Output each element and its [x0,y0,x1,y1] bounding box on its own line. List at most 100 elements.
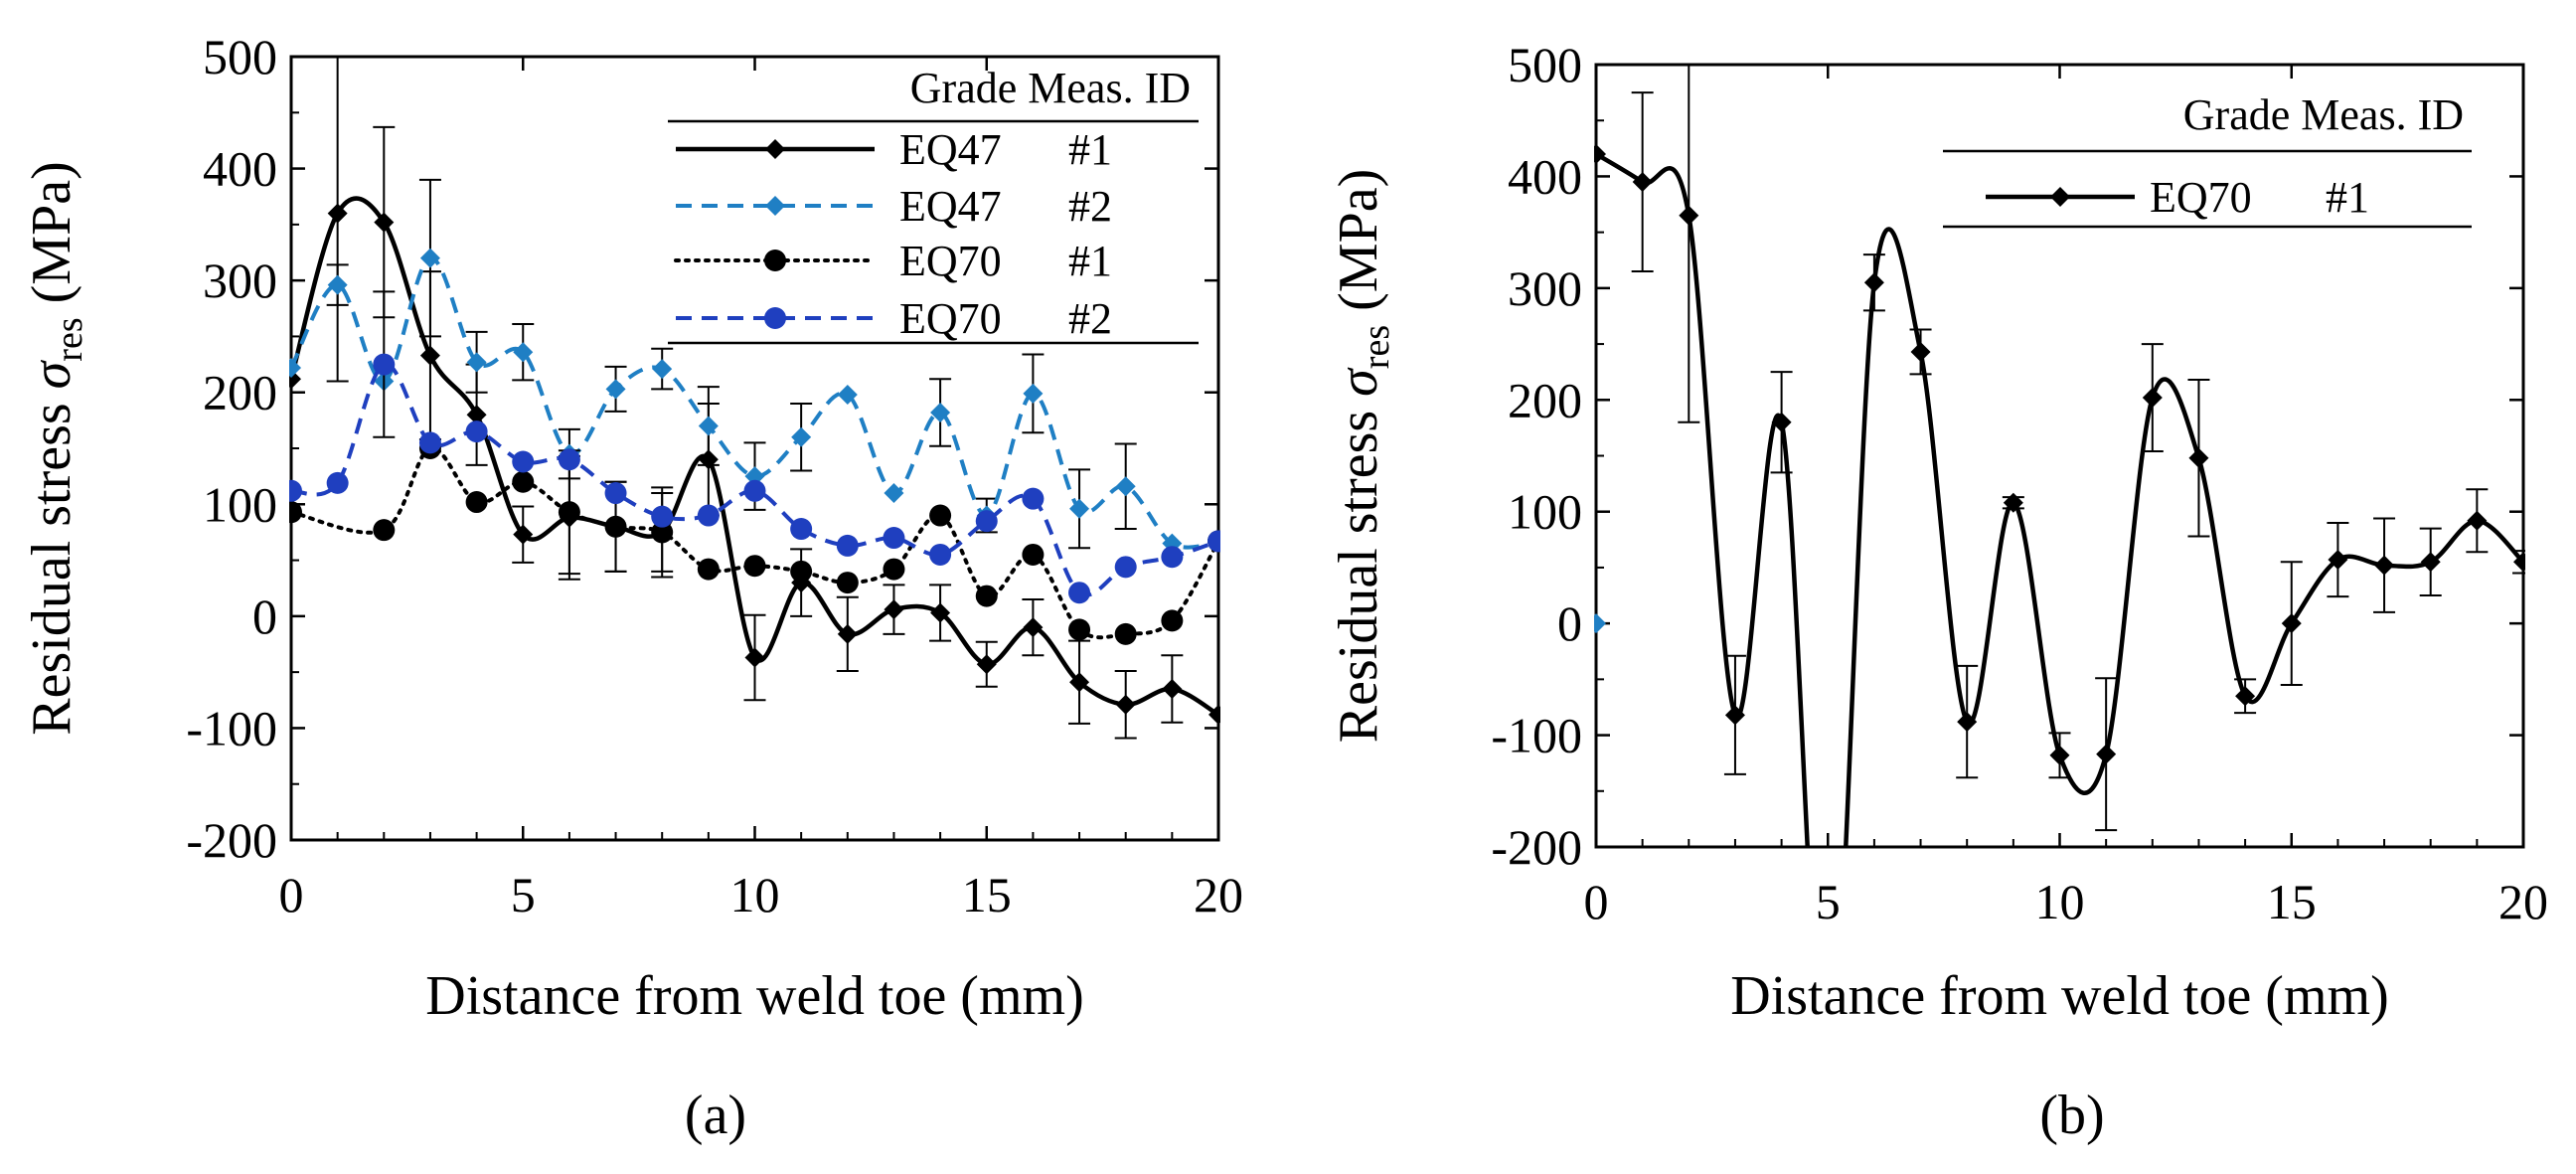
data-point [1910,341,1931,362]
data-point [418,431,441,454]
data-point [1069,498,1090,519]
data-point [975,510,998,533]
data-point [373,353,396,376]
x-tick-label: 15 [962,867,1012,922]
y-axis-title-text: Residual stress [1328,411,1389,743]
data-point [513,342,534,363]
data-point [2235,686,2256,707]
data-point [697,558,720,581]
data-point [326,471,349,494]
data-point [2188,447,2209,468]
legend-sample-marker [764,307,786,329]
y-axis-title: Residual stress σres (MPa) [21,161,90,735]
data-point [289,501,302,524]
x-tick-label: 5 [1816,874,1841,929]
data-point [743,479,766,502]
y-tick-label: -200 [1491,819,1582,875]
axes: -200 -100 0 100 200 300 400 500 0 5 10 15 20 [1491,37,2548,929]
data-point [1115,694,1136,715]
data-point [466,405,487,425]
x-tick-label: 15 [2267,874,2317,929]
y-axis-title-space [1328,397,1389,411]
data-point [930,602,951,623]
y-tick-label: 100 [1508,484,1582,540]
data-point [327,203,348,224]
y-axis-title-sub: res [1356,325,1397,369]
legend-sample-marker [765,139,785,159]
data-point [2467,510,2488,531]
data-point [884,599,904,620]
data-point [743,555,766,578]
y-axis-title-symbol: σ [1328,367,1389,397]
x-tick-label: 20 [1194,867,1243,922]
legend-grade: EQ70 [899,294,1002,343]
data-point [883,558,905,581]
y-tick-label: 500 [203,29,277,84]
x-axis-title: Distance from weld toe (mm) [1730,965,2388,1027]
data-point [790,518,813,541]
legend-sample-marker [764,250,786,271]
data-point [837,623,858,644]
panel-a: -200 -100 0 100 200 300 400 500 0 5 10 15 20 Distance… [21,29,1243,1146]
legend-meas-id: #2 [1068,294,1112,343]
data-point [1208,704,1220,725]
data-point [652,359,673,380]
data-point [883,527,905,550]
data-point [1818,1083,1838,1102]
legend-meas-id: #2 [1068,182,1112,231]
y-tick-label: 400 [1508,148,1582,204]
legend-sample-marker [2050,187,2070,207]
data-point [466,352,487,373]
data-point [558,501,580,524]
y-axis-title-symbol: σ [21,359,82,389]
data-point [605,379,626,400]
data-point [419,248,440,268]
y-axis-title-unit-space [21,303,82,317]
data-point [419,345,440,366]
y-axis-title-unit: (MPa) [21,161,82,303]
data-point [884,483,904,504]
data-point [2049,745,2070,765]
data-point [289,479,302,502]
data-point [2513,552,2525,573]
data-point [465,420,488,443]
legend-grade: EQ47 [899,125,1002,174]
data-point [744,647,765,668]
data-point [836,572,859,594]
x-tick-label: 0 [279,867,304,922]
y-tick-label: 100 [203,476,277,532]
y-tick-label: 300 [203,252,277,308]
data-point [1863,272,1884,293]
series-EQ47-n1 [289,57,1220,740]
data-point [2096,744,2117,764]
data-point [1161,546,1184,569]
data-point [651,505,674,528]
data-point [2003,492,2023,513]
plot-area [1594,65,2525,1102]
data-point [1069,672,1090,693]
data-point [1114,556,1137,579]
data-point [1161,609,1184,632]
data-point [604,515,627,538]
data-point [791,426,812,447]
data-point [1162,679,1183,700]
data-point [1957,712,1978,733]
x-tick-label: 5 [511,867,536,922]
data-point [1115,476,1136,497]
data-point [327,274,348,295]
data-point [975,585,998,607]
data-point [651,521,674,544]
y-tick-label: -100 [186,700,277,755]
axes: -200 -100 0 100 200 300 400 500 0 5 10 15 20 [186,29,1243,922]
plot-area [289,57,1220,740]
legend-header: Grade Meas. ID [2183,90,2464,139]
data-point [2281,613,2302,634]
data-point [373,519,396,542]
data-point [2374,555,2395,576]
data-point [374,212,395,233]
legend-grade: EQ70 [899,237,1002,285]
y-tick-label: 200 [1508,372,1582,427]
series-line [289,445,1220,640]
